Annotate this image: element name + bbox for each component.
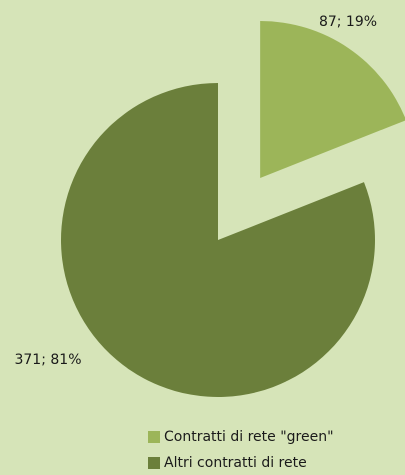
data-label: 87; 19% xyxy=(319,14,377,30)
pie-slice xyxy=(260,20,405,178)
legend-swatch xyxy=(148,457,160,469)
legend-label: Altri contratti di rete xyxy=(164,455,307,471)
legend-label: Contratti di rete "green" xyxy=(164,429,334,445)
legend-swatch xyxy=(148,431,160,443)
pie-slice xyxy=(61,83,375,397)
data-label: 371; 81% xyxy=(14,352,81,368)
